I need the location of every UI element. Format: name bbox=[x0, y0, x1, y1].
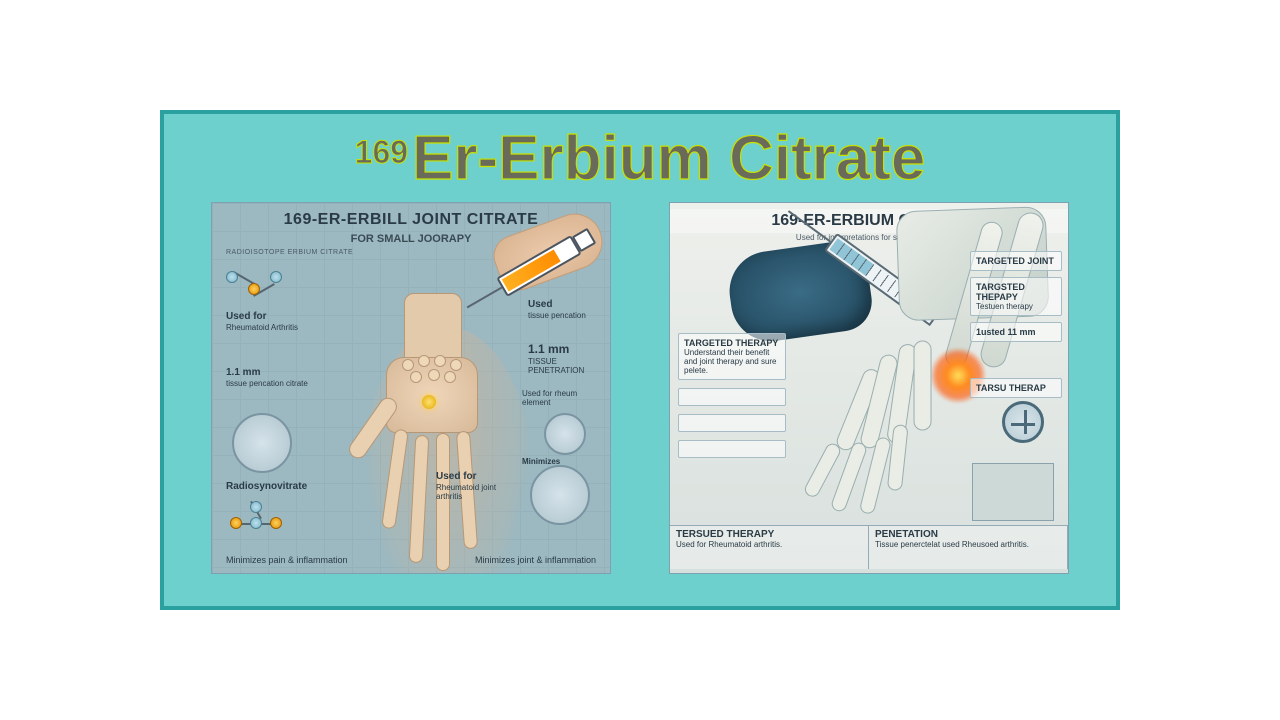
injection-point-icon bbox=[422, 395, 436, 409]
bottom-penetration: PENETATION Tissue penerctelat used Rheus… bbox=[869, 525, 1068, 569]
box-tarsu-title: TARSU THERAP bbox=[976, 383, 1056, 393]
right-bottom-row: TERSUED THERAPY Used for Rheumatoid arth… bbox=[670, 525, 1068, 569]
label-right-11-title: 1.1 mm bbox=[528, 342, 569, 356]
title-main: Er-Erbium Citrate bbox=[412, 128, 925, 190]
box-left-targeted: TARGETED THERAPY Understand their benefi… bbox=[678, 333, 786, 380]
label-11mm-sub: tissue pencation citrate bbox=[226, 379, 320, 388]
box-targeted-joint-title: TARGETED JOINT bbox=[976, 256, 1056, 266]
label-right-box2: Used for Rheumatoid joint arthritis bbox=[436, 471, 520, 501]
bottom-tersued: TERSUED THERAPY Used for Rheumatoid arth… bbox=[670, 525, 869, 569]
bottom-tersued-sub: Used for Rheumatoid arthritis. bbox=[676, 540, 782, 549]
label-minimizes: Minimizes bbox=[522, 457, 598, 466]
label-right-box2-sub: Rheumatoid joint arthritis bbox=[436, 483, 520, 501]
label-used-tissue: Used tissue pencation bbox=[528, 299, 598, 320]
slide-card: 169 Er-Erbium Citrate 169-ER-ERBILL JOIN… bbox=[160, 110, 1120, 610]
label-right-11: 1.1 mm TISSUE PENETRATION bbox=[528, 343, 598, 375]
title-superscript: 169 bbox=[355, 134, 408, 171]
label-11mm-title: 1.1 mm bbox=[226, 367, 260, 378]
disc-icon-2 bbox=[544, 413, 586, 455]
box-left-targeted-title: TARGETED THERAPY bbox=[684, 338, 780, 348]
right-side-column: TARGETED JOINT TARGSTED THEPAPY Testuen … bbox=[970, 251, 1062, 398]
label-right-box2-title: Used for bbox=[436, 471, 477, 482]
radiation-icon bbox=[1002, 401, 1044, 443]
bottom-pen-sub: Tissue penerctelat used Rheusoed arthrit… bbox=[875, 540, 1029, 549]
label-used-for-sub: Rheumatoid Arthritis bbox=[226, 323, 320, 332]
molecule-icon bbox=[226, 267, 296, 317]
molecule-icon-2 bbox=[230, 503, 300, 553]
left-bottom-text-2: Minimizes joint & inflammation bbox=[475, 555, 596, 565]
label-used-sub: tissue pencation bbox=[528, 311, 598, 320]
box-targeted-therapy-title: TARGSTED THEPAPY bbox=[976, 282, 1056, 302]
box-11mm: 1usted 11 mm bbox=[970, 322, 1062, 342]
title-row: 169 Er-Erbium Citrate bbox=[188, 128, 1092, 190]
bottom-pen-title: PENETATION bbox=[875, 529, 1061, 540]
left-tiny-label: RADIOISOTOPE ERBIUM CITRATE bbox=[226, 249, 353, 256]
label-right-used2: Used for rheum element bbox=[522, 389, 598, 407]
left-infographic: 169-ER-ERBILL JOINT CITRATE FOR SMALL JO… bbox=[211, 202, 611, 574]
box-targeted-therapy: TARGSTED THEPAPY Testuen therapy bbox=[970, 277, 1062, 316]
label-radio: Radiosynovitrate bbox=[226, 481, 307, 493]
box-targeted-therapy-sub: Testuen therapy bbox=[976, 302, 1033, 311]
right-infographic: 169-ER-ERBIUM CITRATE Used for interpret… bbox=[669, 202, 1069, 574]
panels-row: 169-ER-ERBILL JOINT CITRATE FOR SMALL JO… bbox=[188, 202, 1092, 574]
disc-icon bbox=[232, 413, 292, 473]
box-left-spacer3 bbox=[678, 440, 786, 458]
label-used-title: Used bbox=[528, 299, 552, 310]
hand-skeleton-illustration bbox=[342, 273, 512, 563]
left-side-column: TARGETED THERAPY Understand their benefi… bbox=[678, 333, 786, 458]
label-right-11-sub: TISSUE PENETRATION bbox=[528, 357, 598, 375]
label-11mm: 1.1 mm tissue pencation citrate bbox=[226, 367, 320, 388]
cell-icon bbox=[530, 465, 590, 525]
box-tarsu: TARSU THERAP bbox=[970, 378, 1062, 398]
box-left-spacer1 bbox=[678, 388, 786, 406]
left-bottom-text-1: Minimizes pain & inflammation bbox=[226, 555, 348, 565]
bottom-tersued-title: TERSUED THERAPY bbox=[676, 529, 862, 540]
box-left-spacer2 bbox=[678, 414, 786, 432]
box-11mm-title: 1usted 11 mm bbox=[976, 327, 1056, 337]
box-targeted-joint: TARGETED JOINT bbox=[970, 251, 1062, 271]
box-left-targeted-sub: Understand their benefit and joint thera… bbox=[684, 348, 777, 375]
mini-inset-illustration bbox=[972, 463, 1054, 521]
